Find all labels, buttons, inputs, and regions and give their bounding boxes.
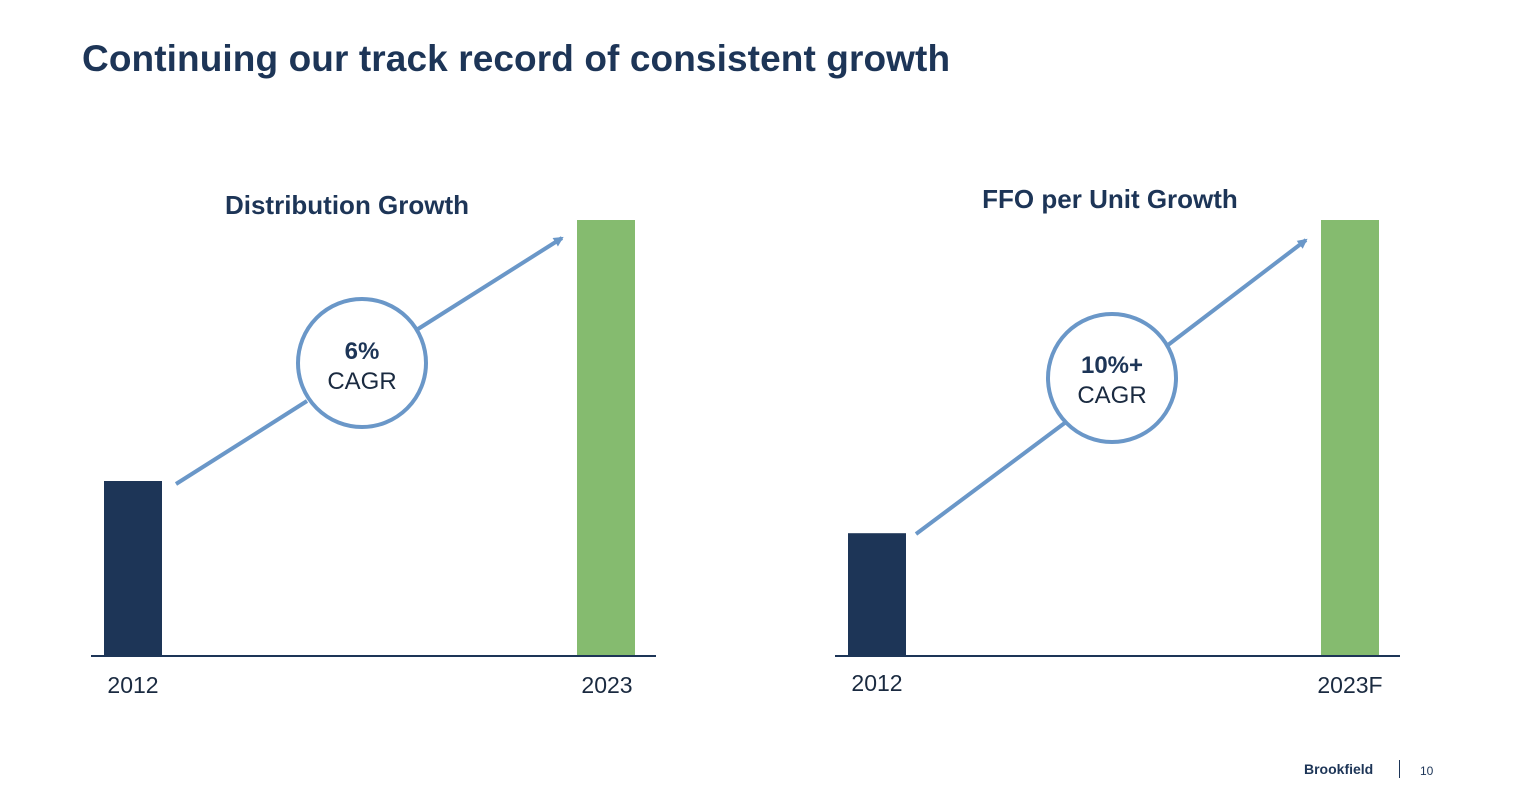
cagr-circle: [296, 297, 428, 429]
chart-title: Distribution Growth: [225, 190, 469, 220]
growth-arrow-upper: [416, 236, 564, 331]
chart-ffo-per-unit-growth: FFO per Unit Growth 2012 2023F 10%+ CAGR: [835, 184, 1400, 698]
cagr-value: 10%+: [1081, 352, 1143, 379]
bar-2012: [104, 481, 162, 655]
cagr-label: CAGR: [327, 368, 396, 395]
footer-divider: [1399, 760, 1400, 778]
chart-distribution-growth: Distribution Growth 2012 2023 6% CAGR: [91, 190, 656, 698]
bar-2023: [577, 220, 635, 655]
tick-label-2023: 2023: [581, 672, 632, 698]
slide-title: Continuing our track record of consisten…: [82, 38, 951, 79]
chart-title: FFO per Unit Growth: [982, 184, 1238, 214]
cagr-circle: [1046, 312, 1178, 444]
tick-label-2023f: 2023F: [1317, 672, 1382, 698]
footer-brand-logo: Brookfield: [1304, 761, 1374, 777]
cagr-value: 6%: [345, 338, 380, 365]
tick-label-2012: 2012: [851, 670, 902, 696]
tick-label-2012: 2012: [107, 672, 158, 698]
cagr-label: CAGR: [1077, 382, 1146, 409]
growth-arrow-lower: [914, 420, 1068, 536]
growth-arrow-upper: [1166, 238, 1308, 347]
bar-2023f: [1321, 220, 1379, 655]
page-number: 10: [1420, 764, 1434, 778]
growth-arrow-lower: [174, 399, 309, 486]
bar-2012: [848, 533, 906, 655]
